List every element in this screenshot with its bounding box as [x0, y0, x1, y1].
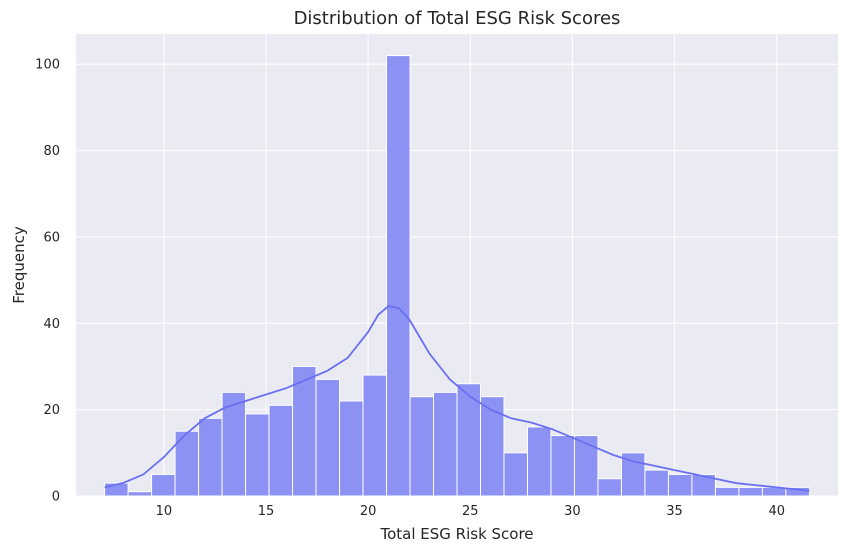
- histogram-bar: [573, 435, 599, 497]
- histogram-bar: [339, 400, 364, 497]
- x-tick-label: 20: [360, 504, 377, 519]
- y-tick-label: 40: [43, 317, 60, 332]
- y-tick-label: 100: [35, 58, 60, 73]
- histogram-bar: [315, 378, 341, 497]
- kde-curve: [104, 305, 810, 492]
- x-tick-label: 25: [462, 504, 479, 519]
- histogram-bar: [409, 396, 435, 497]
- x-tick-label: 15: [258, 504, 275, 519]
- y-axis-label: Frequency: [10, 226, 28, 304]
- histogram-bar: [151, 473, 176, 497]
- x-axis-label: Total ESG Risk Score: [379, 525, 533, 543]
- histogram-bar: [198, 417, 223, 497]
- histogram-bar: [245, 413, 270, 497]
- y-tick-labels: 0 20 40 60 80 100: [35, 58, 60, 505]
- histogram-bar: [667, 473, 693, 497]
- histogram-bar: [292, 365, 317, 497]
- histogram-bar: [785, 486, 810, 497]
- x-tick-label: 35: [666, 504, 683, 519]
- chart-title: Distribution of Total ESG Risk Scores: [294, 8, 621, 29]
- histogram-bars: [104, 55, 810, 497]
- y-tick-label: 0: [52, 490, 60, 505]
- histogram-bar: [526, 426, 552, 497]
- y-tick-label: 20: [43, 403, 60, 418]
- histogram-bar: [479, 396, 505, 497]
- histogram-bar: [597, 478, 622, 497]
- x-tick-labels: 10 15 20 25 30 35 40: [156, 504, 785, 519]
- y-tick-label: 60: [43, 230, 60, 245]
- x-tick-label: 10: [156, 504, 173, 519]
- x-tick-label: 40: [768, 504, 785, 519]
- histogram-bar: [362, 374, 388, 497]
- histogram-bar: [127, 491, 153, 497]
- histogram-bar: [644, 469, 669, 497]
- histogram-bar: [738, 486, 763, 497]
- histogram-bar: [433, 391, 458, 497]
- x-tick-label: 30: [564, 504, 581, 519]
- histogram-bar: [691, 473, 716, 497]
- histogram-bar: [268, 404, 294, 497]
- histogram-bar: [503, 452, 528, 497]
- histogram-bar: [550, 435, 575, 497]
- histogram-bar: [386, 55, 411, 497]
- y-tick-label: 80: [43, 144, 60, 159]
- histogram-bar: [714, 486, 740, 497]
